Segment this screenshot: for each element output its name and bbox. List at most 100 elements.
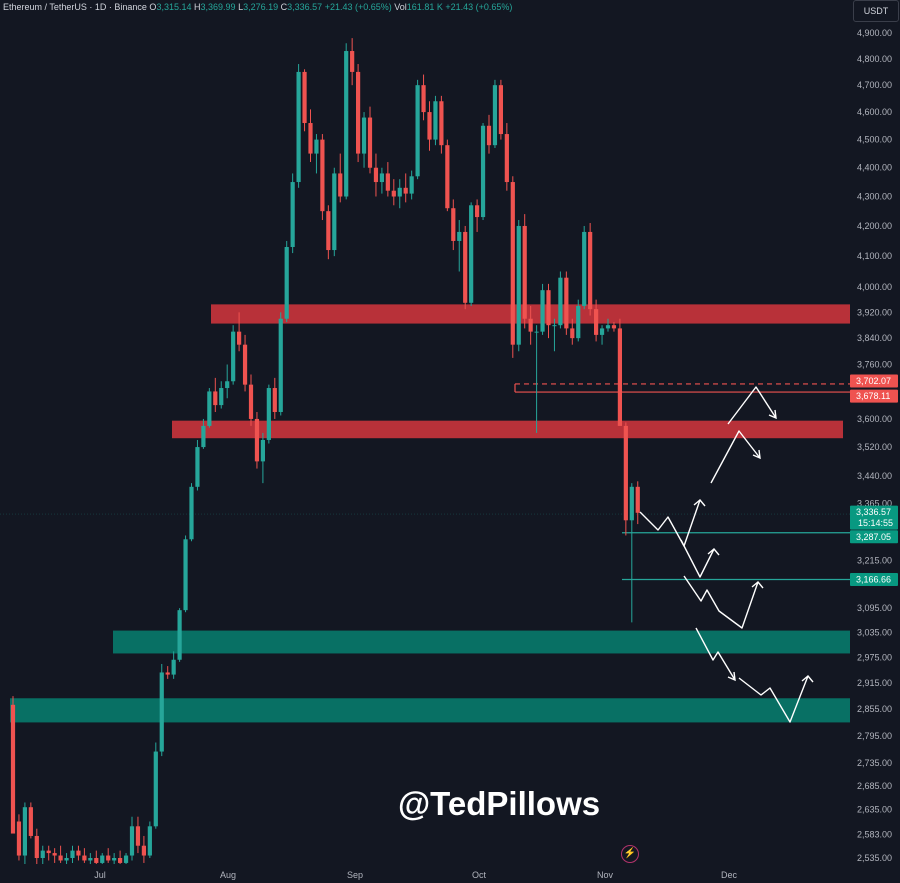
- candle-body[interactable]: [421, 85, 426, 113]
- candle-body[interactable]: [195, 447, 200, 487]
- candle-body[interactable]: [326, 211, 331, 251]
- candle-body[interactable]: [367, 117, 373, 168]
- candle-body[interactable]: [100, 855, 105, 863]
- candle-body[interactable]: [112, 858, 117, 861]
- candle-body[interactable]: [361, 117, 367, 154]
- candle-body[interactable]: [356, 71, 361, 154]
- candle-body[interactable]: [528, 318, 533, 332]
- candle-body[interactable]: [94, 858, 99, 863]
- candle-body[interactable]: [16, 821, 22, 856]
- candle-body[interactable]: [189, 486, 194, 540]
- time-axis[interactable]: [0, 864, 850, 883]
- candle-body[interactable]: [439, 101, 444, 146]
- candle-body[interactable]: [599, 328, 605, 335]
- candle-body[interactable]: [522, 225, 527, 319]
- candle-body[interactable]: [129, 826, 135, 856]
- candle-body[interactable]: [165, 672, 170, 675]
- candle-body[interactable]: [34, 835, 39, 858]
- candle-body[interactable]: [588, 231, 593, 310]
- candle-body[interactable]: [248, 384, 254, 419]
- candle-body[interactable]: [403, 187, 408, 194]
- candle-body[interactable]: [88, 858, 93, 861]
- candle-body[interactable]: [296, 71, 301, 183]
- candle-body[interactable]: [433, 101, 438, 140]
- candle-body[interactable]: [314, 139, 319, 154]
- candle-body[interactable]: [546, 290, 551, 326]
- candle-body[interactable]: [123, 855, 129, 863]
- candle-body[interactable]: [266, 388, 271, 440]
- candle-body[interactable]: [510, 182, 515, 345]
- candle-body[interactable]: [570, 328, 575, 339]
- candle-body[interactable]: [147, 826, 152, 856]
- candle-body[interactable]: [397, 187, 402, 197]
- candle-body[interactable]: [52, 853, 57, 856]
- candle-body[interactable]: [409, 176, 414, 194]
- candle-body[interactable]: [504, 134, 509, 183]
- candle-body[interactable]: [469, 205, 474, 303]
- candle-body[interactable]: [350, 51, 355, 72]
- candle-body[interactable]: [159, 672, 164, 752]
- candle-body[interactable]: [213, 391, 218, 406]
- candle-body[interactable]: [320, 139, 325, 212]
- candle-body[interactable]: [28, 807, 33, 836]
- candle-body[interactable]: [219, 388, 224, 406]
- candle-body[interactable]: [302, 71, 307, 124]
- candle-body[interactable]: [558, 277, 563, 326]
- candle-body[interactable]: [70, 850, 75, 858]
- candle-body[interactable]: [308, 123, 313, 154]
- candle-body[interactable]: [272, 388, 277, 413]
- candle-body[interactable]: [58, 855, 63, 861]
- candle-body[interactable]: [385, 173, 390, 191]
- candle-body[interactable]: [564, 277, 569, 329]
- candle-body[interactable]: [284, 247, 289, 319]
- candle-body[interactable]: [617, 328, 622, 426]
- candle-body[interactable]: [492, 85, 498, 146]
- candle-body[interactable]: [76, 850, 81, 856]
- currency-button[interactable]: USDT: [853, 0, 899, 22]
- candle-body[interactable]: [82, 855, 87, 861]
- candle-body[interactable]: [118, 858, 123, 863]
- candle-body[interactable]: [391, 190, 396, 197]
- candle-body[interactable]: [332, 173, 337, 251]
- candle-body[interactable]: [141, 845, 146, 856]
- candle-body[interactable]: [153, 751, 158, 827]
- lightning-icon[interactable]: ⚡: [621, 845, 639, 863]
- candle-body[interactable]: [278, 318, 283, 413]
- candle-body[interactable]: [605, 325, 611, 329]
- candle-body[interactable]: [290, 182, 295, 248]
- candle-body[interactable]: [171, 659, 176, 675]
- candle-body[interactable]: [46, 850, 51, 854]
- candle-body[interactable]: [623, 425, 628, 521]
- candle-body[interactable]: [516, 225, 521, 345]
- candle-body[interactable]: [231, 331, 236, 382]
- candle-body[interactable]: [10, 704, 16, 834]
- candle-body[interactable]: [242, 344, 248, 385]
- candle-body[interactable]: [629, 486, 634, 521]
- candle-body[interactable]: [427, 112, 432, 140]
- candle-body[interactable]: [201, 425, 206, 448]
- candle-body[interactable]: [344, 51, 349, 197]
- price-axis[interactable]: [850, 0, 900, 883]
- candle-body[interactable]: [135, 826, 141, 846]
- candle-body[interactable]: [635, 486, 640, 513]
- candle-body[interactable]: [415, 85, 420, 177]
- candle-body[interactable]: [463, 231, 468, 303]
- candle-body[interactable]: [40, 850, 45, 858]
- candle-body[interactable]: [183, 539, 188, 611]
- candle-body[interactable]: [451, 208, 456, 241]
- candle-body[interactable]: [445, 145, 450, 209]
- candle-body[interactable]: [594, 309, 599, 335]
- candle-body[interactable]: [373, 167, 379, 183]
- candle-body[interactable]: [457, 231, 462, 241]
- candle-body[interactable]: [540, 290, 545, 332]
- candle-body[interactable]: [486, 125, 492, 146]
- candle-body[interactable]: [338, 173, 343, 197]
- candle-body[interactable]: [498, 85, 503, 135]
- candle-body[interactable]: [552, 325, 557, 327]
- candle-body[interactable]: [225, 381, 230, 389]
- candle-body[interactable]: [237, 331, 242, 345]
- symbol-title[interactable]: Ethereum / TetherUS · 1D · Binance: [3, 2, 147, 12]
- candle-body[interactable]: [106, 855, 111, 861]
- candle-body[interactable]: [475, 205, 480, 218]
